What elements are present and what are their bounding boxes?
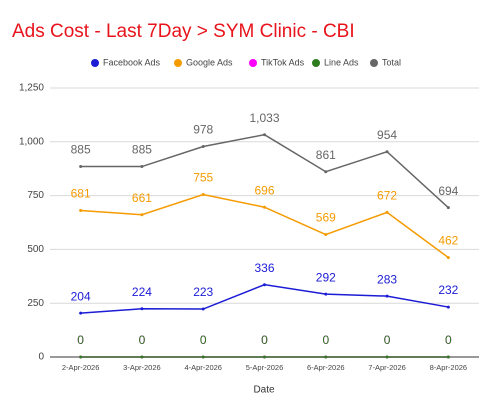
- data-point: [79, 165, 83, 169]
- data-label: 694: [438, 184, 458, 198]
- data-point: [79, 311, 83, 315]
- data-point: [201, 307, 205, 311]
- data-label: 755: [193, 171, 213, 185]
- data-point: [324, 233, 328, 237]
- data-point: [385, 355, 389, 359]
- y-tick-label: 750: [27, 190, 44, 201]
- data-point: [263, 133, 266, 137]
- data-point: [385, 150, 389, 154]
- data-label: 292: [316, 270, 336, 284]
- data-point: [201, 193, 205, 197]
- data-label: 696: [254, 183, 274, 197]
- data-label: 0: [139, 333, 146, 347]
- data-label: 681: [71, 187, 91, 201]
- legend-marker: [312, 59, 320, 67]
- data-label: 462: [438, 234, 458, 248]
- legend-label: Line Ads: [324, 57, 359, 67]
- data-point: [324, 292, 328, 296]
- data-point: [446, 206, 450, 210]
- data-label: 0: [261, 333, 268, 347]
- y-tick-label: 250: [27, 298, 44, 309]
- y-tick-label: 1,250: [19, 83, 44, 94]
- x-axis-title: Date: [253, 385, 275, 396]
- chart-title: Ads Cost - Last 7Day > SYM Clinic - CBI: [12, 21, 355, 42]
- data-label: 224: [132, 285, 152, 299]
- data-point: [79, 208, 83, 212]
- x-tick-label: 3-Apr-2026: [123, 363, 161, 372]
- y-tick-label: 0: [38, 352, 44, 363]
- legend-marker: [249, 59, 257, 67]
- data-label: 204: [71, 289, 91, 303]
- data-label: 0: [445, 333, 452, 347]
- data-label: 0: [384, 333, 391, 347]
- data-point: [201, 355, 205, 359]
- data-label: 954: [377, 128, 397, 142]
- x-tick-label: 5-Apr-2026: [246, 363, 284, 372]
- data-point: [140, 165, 144, 169]
- x-tick-label: 6-Apr-2026: [307, 363, 345, 372]
- legend-label: Total: [382, 57, 401, 67]
- data-label: 885: [71, 143, 91, 157]
- data-label: 861: [316, 148, 336, 162]
- data-point: [324, 355, 328, 359]
- data-label: 0: [322, 333, 329, 347]
- data-label: 0: [200, 333, 207, 347]
- data-label: 978: [193, 123, 213, 137]
- data-point: [263, 283, 266, 287]
- data-label: 336: [254, 261, 274, 275]
- data-label: 569: [316, 211, 336, 225]
- data-point: [140, 307, 144, 311]
- legend-marker: [370, 59, 378, 67]
- data-point: [263, 205, 266, 209]
- y-tick-label: 500: [27, 244, 44, 255]
- data-label: 1,033: [249, 111, 279, 125]
- data-label: 0: [139, 333, 146, 347]
- data-point: [385, 294, 389, 298]
- legend-marker: [91, 59, 99, 67]
- data-point: [324, 170, 328, 174]
- data-point: [79, 355, 83, 359]
- data-point: [446, 305, 450, 309]
- data-label: 283: [377, 272, 397, 286]
- data-label: 232: [438, 283, 458, 297]
- data-point: [140, 355, 144, 359]
- data-point: [263, 355, 266, 359]
- x-tick-label: 4-Apr-2026: [184, 363, 222, 372]
- legend-label: TikTok Ads: [261, 57, 305, 67]
- data-label: 0: [384, 333, 391, 347]
- data-label: 0: [77, 333, 84, 347]
- data-label: 0: [200, 333, 207, 347]
- data-label: 672: [377, 189, 397, 203]
- x-tick-label: 2-Apr-2026: [62, 363, 100, 372]
- data-point: [140, 213, 144, 217]
- data-label: 223: [193, 285, 213, 299]
- data-label: 0: [261, 333, 268, 347]
- legend-marker: [174, 59, 182, 67]
- data-label: 885: [132, 143, 152, 157]
- x-tick-label: 8-Apr-2026: [430, 363, 468, 372]
- legend-label: Facebook Ads: [103, 57, 161, 67]
- data-point: [446, 355, 450, 359]
- x-tick-label: 7-Apr-2026: [368, 363, 406, 372]
- data-label: 661: [132, 191, 152, 205]
- legend-label: Google Ads: [186, 57, 233, 67]
- data-label: 0: [445, 333, 452, 347]
- data-point: [385, 210, 389, 214]
- data-point: [201, 145, 205, 149]
- y-tick-label: 1,000: [19, 136, 44, 147]
- data-point: [446, 256, 450, 260]
- data-label: 0: [77, 333, 84, 347]
- data-label: 0: [322, 333, 329, 347]
